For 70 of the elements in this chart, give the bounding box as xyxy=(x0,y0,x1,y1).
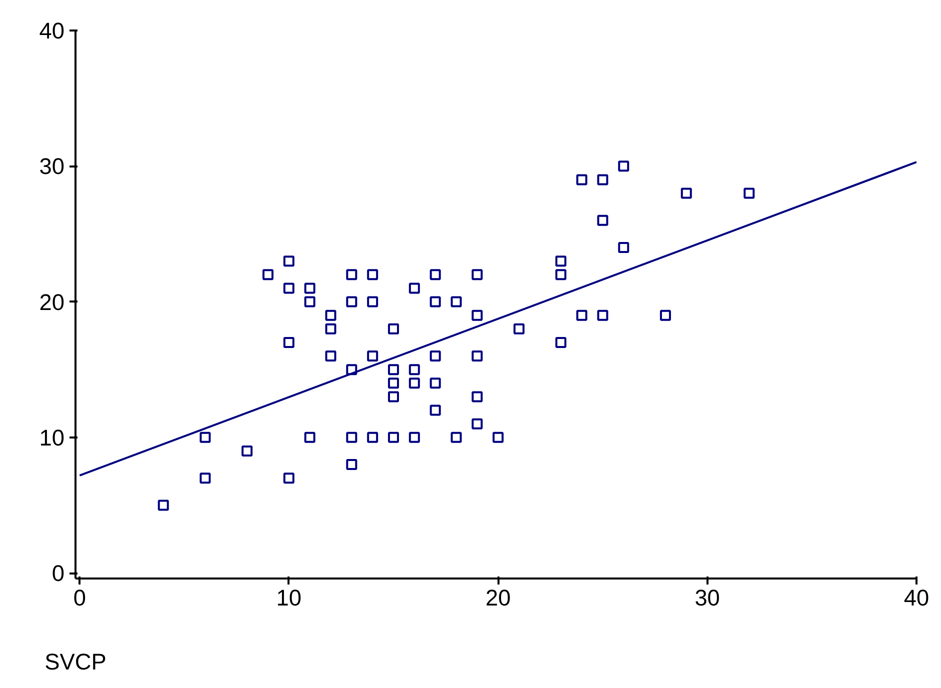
point xyxy=(367,350,378,362)
x-axis-title: SVCP xyxy=(44,648,106,674)
x-tick-label: 10 xyxy=(276,584,302,610)
point xyxy=(283,336,294,348)
point xyxy=(388,432,399,443)
point xyxy=(555,256,566,267)
y-tick-label: 0 xyxy=(52,560,65,586)
point xyxy=(430,350,441,362)
point xyxy=(367,269,378,280)
point xyxy=(388,391,399,402)
point xyxy=(430,296,441,308)
point xyxy=(283,256,294,267)
x-tick-label: 40 xyxy=(904,584,930,610)
point xyxy=(576,310,588,321)
point xyxy=(744,188,755,199)
point xyxy=(408,432,420,443)
y-tick-label: 30 xyxy=(39,153,64,180)
point xyxy=(262,269,274,280)
point xyxy=(660,310,671,321)
point xyxy=(430,404,441,416)
x-tick-label: 30 xyxy=(694,584,720,610)
point xyxy=(492,432,504,443)
point xyxy=(304,432,316,443)
point xyxy=(680,188,692,199)
point xyxy=(472,418,483,430)
point xyxy=(346,296,358,308)
point xyxy=(430,269,441,280)
point xyxy=(367,296,378,308)
point xyxy=(200,472,211,484)
point xyxy=(388,323,399,334)
point xyxy=(514,323,525,334)
point xyxy=(450,296,462,308)
point xyxy=(367,432,378,443)
point xyxy=(472,269,483,280)
y-tick-label: 40 xyxy=(39,18,64,44)
point xyxy=(618,160,630,172)
point xyxy=(346,459,358,470)
y-tick-label: 10 xyxy=(39,424,64,450)
point xyxy=(472,310,483,321)
point xyxy=(576,174,588,186)
point xyxy=(304,282,316,294)
point xyxy=(430,378,441,389)
y-tick-label: 20 xyxy=(39,288,64,315)
point xyxy=(597,310,608,321)
point xyxy=(283,472,294,484)
point xyxy=(325,310,336,321)
x-tick-label: 20 xyxy=(485,584,511,610)
point xyxy=(158,500,169,511)
point xyxy=(472,350,483,362)
point xyxy=(597,214,608,226)
point xyxy=(450,432,462,443)
point xyxy=(283,282,294,294)
point xyxy=(200,432,211,443)
point xyxy=(555,269,566,280)
point xyxy=(408,364,420,376)
point xyxy=(325,323,336,334)
point xyxy=(408,282,420,294)
x-tick-label: 0 xyxy=(73,584,86,610)
point xyxy=(304,296,316,308)
point xyxy=(242,445,253,456)
point xyxy=(408,378,420,389)
point xyxy=(555,336,566,348)
point xyxy=(472,391,483,402)
point xyxy=(325,350,336,362)
point xyxy=(346,269,358,280)
point xyxy=(597,174,608,186)
point xyxy=(388,378,399,389)
point xyxy=(346,432,358,443)
point xyxy=(388,364,399,376)
point xyxy=(618,242,630,254)
